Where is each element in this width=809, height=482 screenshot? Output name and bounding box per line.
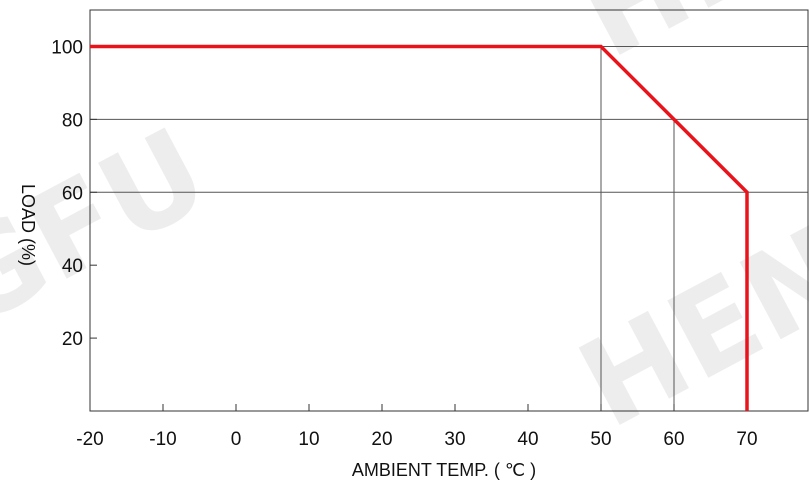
y-tick-label: 60: [62, 183, 83, 204]
x-tick-label: 40: [517, 429, 538, 450]
y-tick-labels: 20 40 60 80 100: [51, 37, 83, 350]
x-tick-label: 30: [444, 429, 465, 450]
watermark-right: HEN: [558, 200, 809, 456]
y-tick-label: 80: [62, 110, 83, 131]
x-tick-label: 20: [371, 429, 392, 450]
x-tick-label: 60: [663, 429, 684, 450]
x-tick-label: 50: [590, 429, 611, 450]
x-axis-title: AMBIENT TEMP. ( ℃ ): [352, 460, 536, 480]
y-tick-label: 40: [62, 256, 83, 277]
x-tick-label: -10: [149, 429, 176, 450]
series-line-0: [90, 44, 749, 411]
plot-frame: [89, 9, 809, 412]
watermark: GFU HEN HE: [0, 0, 809, 456]
x-tick-labels: -20 -10 0 10 20 30 40 50 60 70: [76, 429, 757, 450]
watermark-top: HE: [558, 0, 784, 86]
x-tick-label: 70: [736, 429, 757, 450]
x-tick-label: 0: [231, 429, 242, 450]
x-tick-label: -20: [76, 429, 103, 450]
x-tick-label: 10: [298, 429, 319, 450]
y-tick-label: 20: [62, 329, 83, 350]
series: [90, 44, 749, 411]
y-tick-label: 100: [51, 37, 83, 58]
axis-ticks: [89, 45, 748, 411]
y-axis-title: LOAD (%): [18, 184, 38, 266]
